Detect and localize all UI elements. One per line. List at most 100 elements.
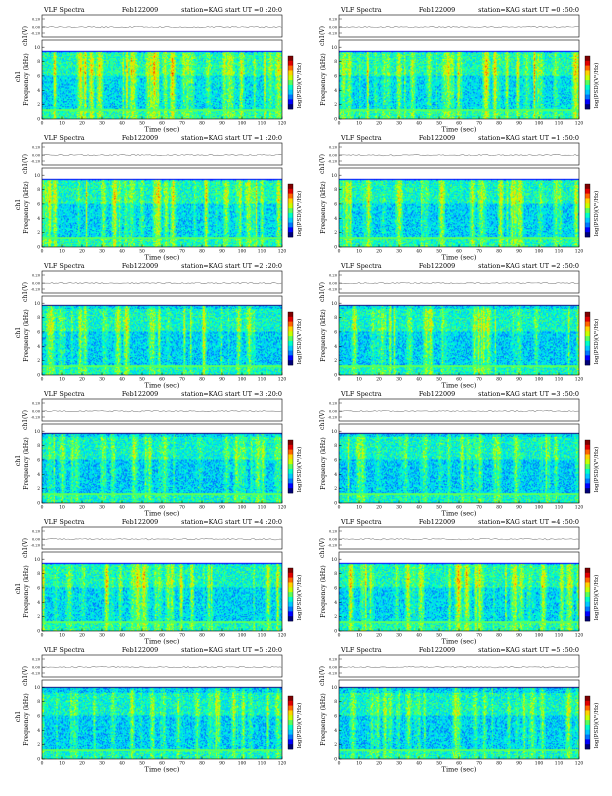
x-tick-label: 60	[456, 762, 462, 767]
colorbar-swatch	[288, 616, 293, 622]
panel-start-time: start UT =5 :20:0	[225, 646, 282, 654]
x-tick-label: 80	[496, 506, 502, 511]
colorbar-swatch	[585, 56, 590, 62]
colorbar-label: log(PSD)(V²/Hz)	[593, 575, 600, 621]
y-axis-label: Frequency (kHz)	[320, 181, 327, 234]
panel-start-time: start UT =3 :20:0	[225, 390, 282, 398]
colorbar-swatch	[288, 468, 293, 475]
panel-station: station=KAG	[478, 134, 520, 142]
x-tick-label: 50	[436, 762, 442, 767]
channel-label: ch1(V)	[22, 282, 29, 302]
channel-trace-line	[41, 154, 283, 157]
y-tick-label: 0	[37, 246, 40, 251]
colorbar-swatch	[585, 568, 590, 574]
colorbar-swatch	[288, 184, 293, 190]
y-tick-label: 4	[334, 473, 337, 478]
trace-tick-label: 0.20	[32, 146, 41, 150]
colorbar-swatch	[288, 336, 293, 342]
x-tick-label: 70	[476, 634, 482, 639]
colorbar-label: log(PSD)(V²/Hz)	[593, 319, 600, 365]
colorbar-swatch	[585, 340, 590, 347]
colorbar-swatch	[585, 65, 590, 71]
x-tick-label: 50	[436, 506, 442, 511]
colorbar-swatch	[288, 198, 293, 204]
colorbar-swatch	[288, 459, 293, 465]
trace-tick-label: -0.20	[31, 544, 41, 548]
x-tick-label: 100	[535, 122, 544, 127]
y-tick-label: 0	[334, 246, 337, 251]
x-tick-label: 0	[41, 634, 44, 639]
x-tick-label: 30	[99, 378, 105, 383]
y-tick-label: 0	[37, 502, 40, 507]
y-tick-label: 10	[34, 430, 40, 435]
colorbar-swatch	[288, 473, 293, 479]
colorbar-swatch	[288, 104, 293, 110]
colorbar-swatch	[585, 321, 590, 327]
x-tick-label: 20	[79, 762, 85, 767]
x-tick-label: 100	[535, 250, 544, 255]
colorbar-swatch	[585, 217, 590, 223]
colorbar-swatch	[288, 705, 293, 711]
panel-date: Feb122009	[419, 262, 455, 270]
colorbar-label: log(PSD)(V²/Hz)	[296, 447, 303, 493]
trace-tick-label: 0.20	[32, 402, 41, 406]
panel-station: station=KAG	[181, 6, 223, 14]
colorbar-swatch	[288, 65, 293, 71]
panel-title: VLF Spectra	[340, 390, 382, 398]
colorbar-swatch	[585, 336, 590, 342]
x-tick-label: 90	[219, 506, 225, 511]
y-tick-label: 2	[334, 103, 337, 108]
x-tick-label: 20	[376, 762, 382, 767]
colorbar-label: log(PSD)(V²/Hz)	[593, 447, 600, 493]
spectrogram-heatmap	[339, 424, 579, 503]
x-tick-label: 40	[416, 378, 422, 383]
channel-label: ch1(V)	[319, 154, 326, 174]
colorbar-swatch	[288, 331, 293, 337]
x-tick-label: 10	[356, 250, 362, 255]
x-tick-label: 90	[219, 250, 225, 255]
x-tick-label: 60	[159, 506, 165, 511]
x-tick-label: 90	[516, 762, 522, 767]
panel-title: VLF Spectra	[43, 6, 85, 14]
x-tick-label: 10	[59, 506, 65, 511]
colorbar-swatch	[585, 592, 590, 598]
ch1-side-label: ch1	[15, 455, 22, 466]
y-tick-label: 6	[334, 75, 337, 80]
y-tick-label: 6	[334, 715, 337, 720]
x-tick-label: 0	[338, 506, 341, 511]
trace-frame	[338, 654, 580, 678]
x-tick-label: 70	[179, 506, 185, 511]
colorbar-swatch	[585, 705, 590, 711]
ch1-side-label: ch1	[15, 711, 22, 722]
y-tick-label: 0	[334, 118, 337, 123]
x-tick-label: 100	[238, 378, 247, 383]
colorbar-swatch	[585, 715, 590, 721]
trace-tick-label: 0.00	[32, 282, 41, 286]
colorbar-swatch	[585, 208, 590, 214]
colorbar-swatch	[585, 355, 590, 361]
channel-label: ch1(V)	[319, 666, 326, 686]
colorbar-swatch	[585, 331, 590, 337]
x-tick-label: 80	[199, 762, 205, 767]
x-tick-label: 70	[476, 506, 482, 511]
trace-tick-label: 0.00	[329, 26, 338, 30]
y-tick-label: 2	[37, 615, 40, 620]
y-tick-label: 8	[37, 60, 40, 65]
x-axis-label: Time (sec)	[442, 126, 477, 134]
spectrogram-panel: VLF Spectra Feb122009 station=KAG start UT …	[319, 646, 600, 774]
colorbar-swatch	[585, 739, 590, 745]
x-tick-label: 30	[396, 250, 402, 255]
x-tick-label: 120	[278, 122, 287, 127]
colorbar-swatch	[585, 104, 590, 110]
colorbar-swatch	[585, 700, 590, 706]
colorbar-frame	[584, 439, 591, 494]
x-tick-label: 20	[79, 506, 85, 511]
colorbar-label: log(PSD)(V²/Hz)	[296, 191, 303, 237]
colorbar-label: log(PSD)(V²/Hz)	[296, 575, 303, 621]
colorbar-swatch	[288, 710, 293, 716]
panel-title: VLF Spectra	[340, 262, 382, 270]
colorbar-label: log(PSD)(V²/Hz)	[296, 63, 303, 109]
colorbar-swatch	[288, 440, 293, 446]
trace-frame	[338, 526, 580, 550]
trace-tick-label: 0.00	[32, 666, 41, 670]
